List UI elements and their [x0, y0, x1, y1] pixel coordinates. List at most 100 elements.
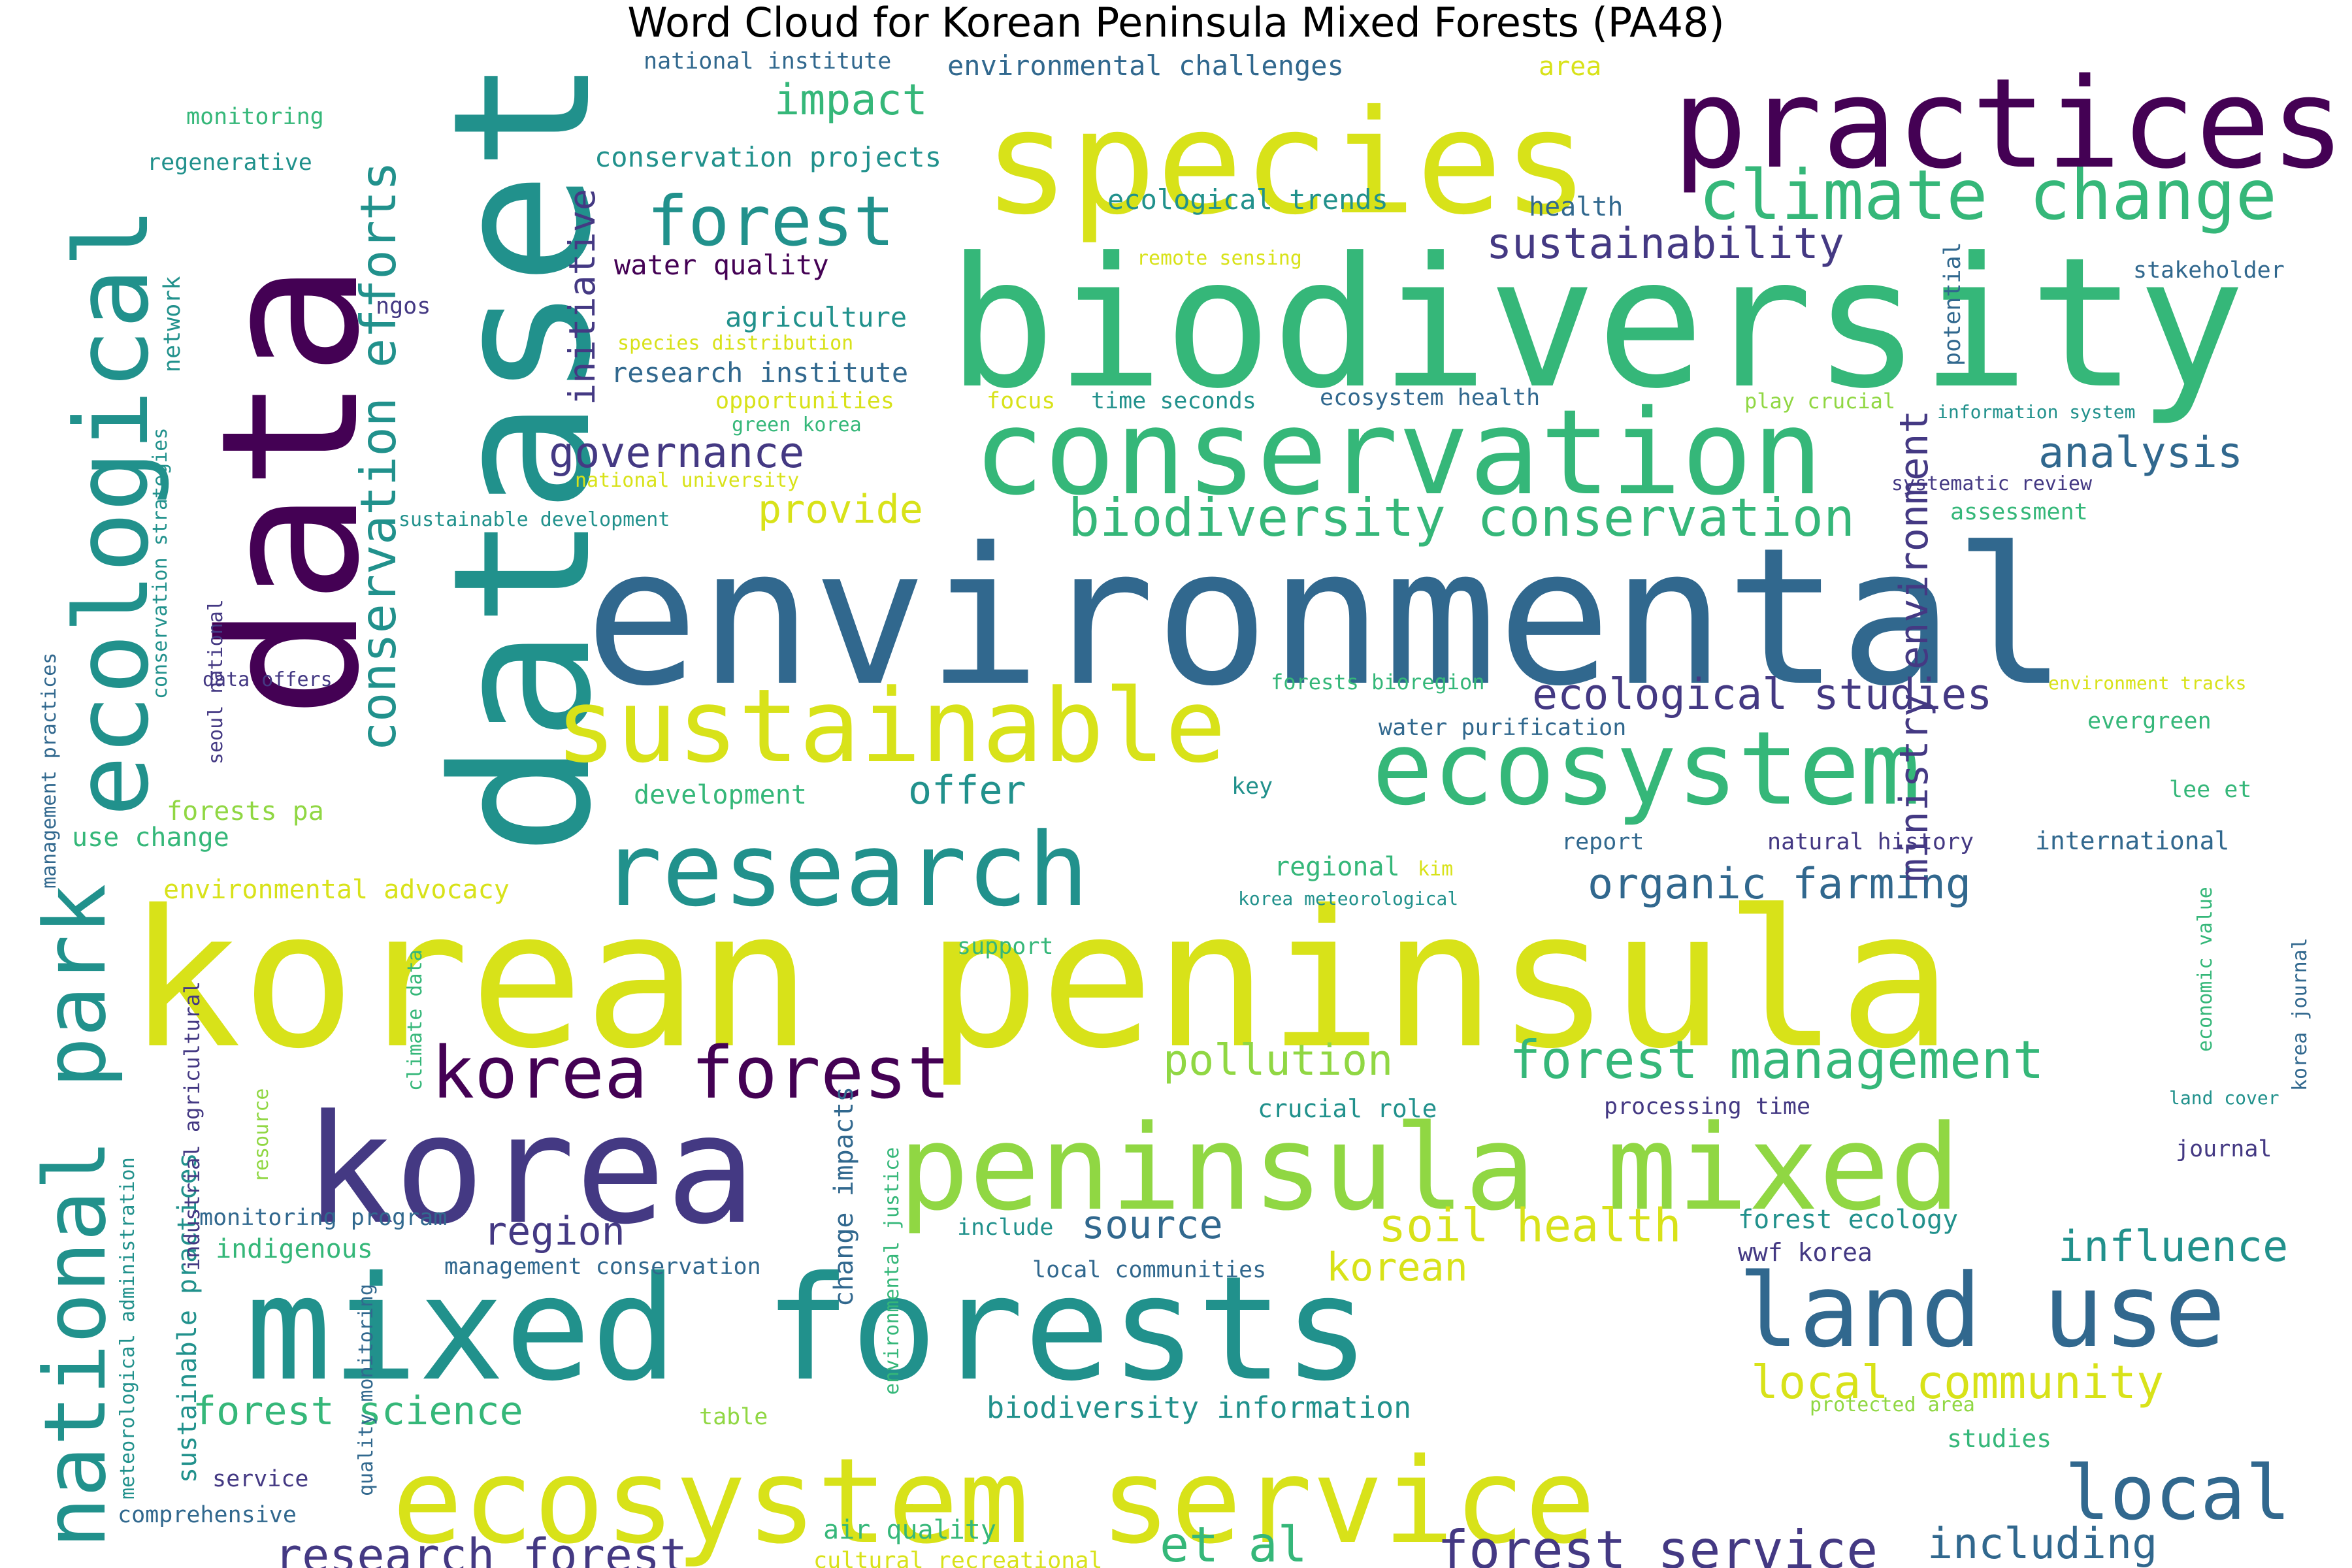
word-data-offers: data offers: [203, 668, 333, 691]
word-conservation-strategies: conservation strategies: [149, 428, 172, 699]
word-cultural-recreational: cultural recreational: [813, 1548, 1103, 1568]
word-meteorological-administration: meteorological administration: [116, 1157, 139, 1499]
word-data: data: [181, 263, 401, 719]
word-et-al: et al: [1160, 1516, 1307, 1568]
word-forest-service: forest service: [1437, 1520, 1878, 1568]
word-ngos: ngos: [376, 293, 431, 319]
word-including: including: [1927, 1520, 2157, 1568]
word-time-seconds: time seconds: [1091, 388, 1256, 414]
word-conservation: conservation: [973, 385, 1823, 521]
word-offer: offer: [908, 768, 1026, 813]
word-potential: potential: [1940, 242, 1966, 366]
word-national-park: national park: [25, 884, 125, 1548]
word-ecological-studies: ecological studies: [1532, 670, 1992, 719]
word-initiative: initiative: [561, 189, 603, 405]
word-conservation-efforts: conservation efforts: [350, 161, 407, 751]
word-management-practices: management practices: [38, 653, 61, 889]
word-monitoring-program: monitoring program: [199, 1205, 447, 1231]
word-studies: studies: [1947, 1424, 2051, 1453]
word-comprehensive: comprehensive: [118, 1502, 297, 1528]
word-korea-meteorological: korea meteorological: [1238, 888, 1458, 909]
word-species-distribution: species distribution: [617, 332, 853, 355]
word-ecosystem-health: ecosystem health: [1320, 385, 1540, 411]
word-korean-peninsula: korean peninsula: [127, 870, 1953, 1090]
word-environmental-justice: environmental justice: [881, 1147, 904, 1395]
word-water-purification: water purification: [1379, 715, 1626, 741]
word-land-cover: land cover: [2169, 1087, 2279, 1109]
word-korea-forest: korea forest: [431, 1031, 951, 1115]
word-agriculture: agriculture: [725, 301, 907, 333]
word-natural-history: natural history: [1767, 829, 1974, 855]
word-governance: governance: [549, 429, 804, 478]
word-region: region: [483, 1209, 625, 1254]
word-ministry-environment: ministry environment: [1891, 410, 1937, 882]
word-assessment: assessment: [1950, 499, 2088, 525]
word-conservation-projects: conservation projects: [595, 141, 941, 173]
word-key: key: [1232, 774, 1273, 800]
word-report: report: [1561, 829, 1644, 855]
word-quality-monitoring: quality monitoring: [355, 1284, 378, 1496]
word-sustainable-development: sustainable development: [399, 508, 670, 531]
word-biodiversity: biodiversity: [947, 219, 2246, 428]
word-forest-management: forest management: [1509, 1030, 2044, 1090]
word-climate-change: climate change: [1699, 155, 2277, 235]
word-forest-ecology: forest ecology: [1738, 1205, 1958, 1235]
word-sustainable: sustainable: [555, 667, 1226, 785]
word-practices: practices: [1673, 52, 2345, 196]
word-evergreen: evergreen: [2087, 708, 2212, 734]
word-provide: provide: [758, 487, 923, 532]
word-local-communities: local communities: [1032, 1257, 1266, 1283]
word-ecosystem: ecosystem: [1372, 710, 1921, 828]
word-information-system: information system: [1937, 401, 2135, 423]
word-development: development: [634, 780, 807, 810]
word-impact: impact: [774, 76, 928, 125]
figure-title: Word Cloud for Korean Peninsula Mixed Fo…: [627, 0, 1725, 46]
word-systematic-review: systematic review: [1891, 472, 2093, 495]
word-forests-bioregion: forests bioregion: [1271, 670, 1485, 694]
word-local: local: [2065, 1450, 2291, 1537]
word-ecological: ecological: [53, 207, 171, 817]
word-environment-tracks: environment tracks: [2048, 672, 2246, 694]
word-regional: regional: [1274, 852, 1400, 882]
word-ecological-trends: ecological trends: [1107, 184, 1388, 216]
word-journal: journal: [2176, 1136, 2272, 1162]
word-resource: resource: [250, 1088, 273, 1183]
word-peninsula-mixed: peninsula mixed: [898, 1100, 1961, 1237]
word-environmental: environmental: [585, 508, 2068, 728]
word-biodiversity-conservation: biodiversity conservation: [1068, 487, 1855, 548]
word-environmental-challenges: environmental challenges: [947, 50, 1344, 82]
word-area: area: [1539, 52, 1601, 82]
word-water-quality: water quality: [614, 249, 829, 281]
word-research: research: [601, 811, 1089, 929]
word-national-institute: national institute: [644, 48, 891, 74]
word-research-institute: research institute: [611, 357, 908, 389]
word-wwf-korea: wwf korea: [1738, 1238, 1872, 1267]
word-influence: influence: [2058, 1222, 2288, 1271]
word-species: species: [983, 79, 1589, 246]
word-use-change: use change: [72, 823, 229, 853]
word-opportunities: opportunities: [715, 388, 894, 414]
word-analysis: analysis: [2038, 429, 2243, 478]
word-processing-time: processing time: [1604, 1094, 1810, 1120]
word-seoul-national: seoul national: [204, 599, 227, 764]
word-protected-area: protected area: [1810, 1394, 1975, 1416]
word-forest-science: forest science: [193, 1388, 523, 1434]
word-organic-farming: organic farming: [1588, 860, 1971, 909]
word-sustainability: sustainability: [1486, 220, 1844, 269]
word-network: network: [159, 276, 186, 372]
word-health: health: [1529, 192, 1624, 222]
word-environmental-advocacy: environmental advocacy: [163, 875, 510, 905]
word-forest: forest: [647, 182, 894, 261]
word-national-university: national university: [575, 469, 799, 492]
word-lee-et: lee et: [2169, 777, 2251, 803]
word-climate-data: climate data: [404, 949, 427, 1091]
word-land-use: land use: [1738, 1252, 2226, 1370]
word-soil-health: soil health: [1379, 1199, 1682, 1252]
word-korean: korean: [1326, 1245, 1468, 1290]
word-ecosystem-service: ecosystem service: [392, 1433, 1595, 1568]
word-forests-pa: forests pa: [167, 796, 324, 826]
word-local-community: local community: [1751, 1356, 2164, 1409]
word-management-conservation: management conservation: [444, 1254, 761, 1280]
word-monitoring: monitoring: [186, 104, 324, 130]
